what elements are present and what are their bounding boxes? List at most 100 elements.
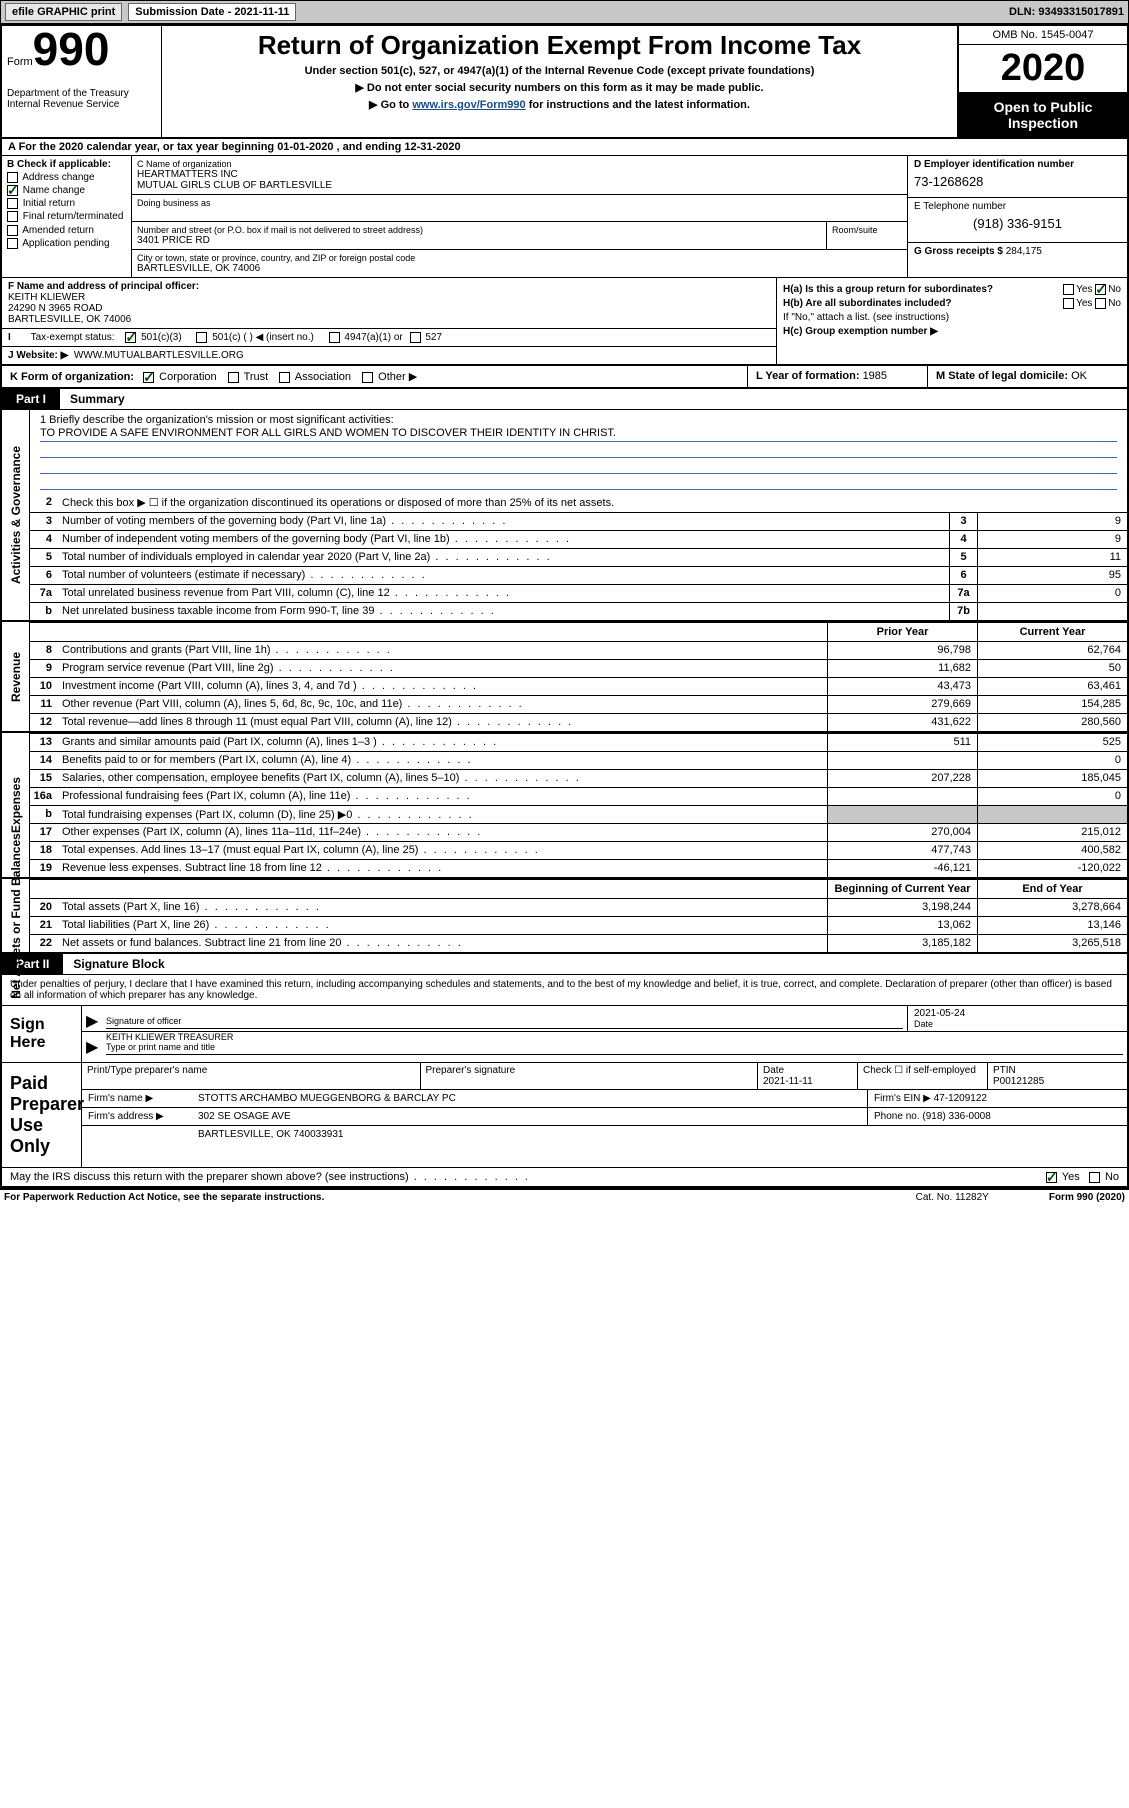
ssn-warning: ▶ Do not enter social security numbers o… — [172, 81, 947, 94]
org-name-label: C Name of organization — [137, 159, 902, 169]
goto-prefix: ▶ Go to — [369, 99, 412, 111]
firm-name: STOTTS ARCHAMBO MUEGGENBORG & BARCLAY PC — [192, 1090, 867, 1107]
paperwork-notice: For Paperwork Reduction Act Notice, see … — [4, 1192, 324, 1203]
discuss-row: May the IRS discuss this return with the… — [2, 1168, 1127, 1188]
chk-address: Address change — [22, 172, 94, 183]
data-row: 17Other expenses (Part IX, column (A), l… — [30, 823, 1127, 841]
phone-value: (918) 336-9151 — [914, 212, 1121, 235]
website-value: WWW.MUTUALBARTLESVILLE.ORG — [74, 350, 244, 361]
ha-yes: Yes — [1076, 284, 1092, 295]
form990-link[interactable]: www.irs.gov/Form990 — [412, 99, 525, 111]
tax-period: A For the 2020 calendar year, or tax yea… — [2, 139, 1127, 156]
website-label: J Website: ▶ — [8, 350, 68, 361]
data-row: 16aProfessional fundraising fees (Part I… — [30, 787, 1127, 805]
ptin-label: PTIN — [993, 1065, 1016, 1076]
data-row: 21Total liabilities (Part X, line 26)13,… — [30, 916, 1127, 934]
form-label: Form — [7, 56, 33, 68]
form-org-row: K Form of organization: Corporation Trus… — [2, 366, 1127, 389]
street-address: 3401 PRICE RD — [137, 235, 821, 246]
efile-print-button[interactable]: efile GRAPHIC print — [5, 3, 122, 21]
open-public-badge: Open to Public Inspection — [959, 93, 1127, 137]
prep-sig-label: Preparer's signature — [420, 1063, 758, 1090]
top-toolbar: efile GRAPHIC print Submission Date - 20… — [0, 0, 1129, 24]
data-row: 12Total revenue—add lines 8 through 11 (… — [30, 713, 1127, 731]
part1-title: Summary — [60, 392, 125, 406]
ein-label: D Employer identification number — [914, 159, 1074, 170]
prior-year-header: Prior Year — [827, 623, 977, 641]
form-subtitle: Under section 501(c), 527, or 4947(a)(1)… — [172, 65, 947, 77]
firm-name-label: Firm's name ▶ — [82, 1090, 192, 1107]
hb-note: If "No," attach a list. (see instruction… — [783, 312, 1121, 323]
hc-label: H(c) Group exemption number ▶ — [783, 326, 938, 337]
te-501c3: 501(c)(3) — [141, 332, 182, 343]
sig-date-value: 2021-05-24 — [914, 1008, 1121, 1019]
gov-row: 4Number of independent voting members of… — [30, 530, 1127, 548]
paid-preparer-label: Paid Preparer Use Only — [2, 1063, 82, 1167]
data-row: 8Contributions and grants (Part VIII, li… — [30, 641, 1127, 659]
street-label: Number and street (or P.O. box if mail i… — [137, 225, 821, 235]
data-row: 19Revenue less expenses. Subtract line 1… — [30, 859, 1127, 877]
hb-yes: Yes — [1076, 298, 1092, 309]
chk-amended: Amended return — [22, 225, 94, 236]
m-label: M State of legal domicile: — [936, 370, 1071, 382]
cat-no: Cat. No. 11282Y — [916, 1192, 989, 1203]
k-trust: Trust — [244, 371, 269, 383]
type-print-label: Type or print name and title — [106, 1042, 1123, 1052]
k-corp: Corporation — [159, 371, 216, 383]
dln-number: DLN: 93493315017891 — [1009, 6, 1124, 18]
sig-perjury: Under penalties of perjury, I declare th… — [2, 975, 1127, 1006]
chk-name-change: Name change — [23, 185, 85, 196]
officer-group-row: F Name and address of principal officer:… — [2, 278, 1127, 366]
data-row: 11Other revenue (Part VIII, column (A), … — [30, 695, 1127, 713]
k-assoc: Association — [295, 371, 351, 383]
gross-label: G Gross receipts $ — [914, 246, 1006, 257]
data-row: 22Net assets or fund balances. Subtract … — [30, 934, 1127, 952]
l-value: 1985 — [863, 370, 887, 382]
hb-no: No — [1108, 298, 1121, 309]
firm-addr: 302 SE OSAGE AVE — [192, 1108, 867, 1125]
chk-final: Final return/terminated — [23, 212, 124, 223]
dept-treasury: Department of the Treasury — [7, 88, 156, 99]
line2-text: Check this box ▶ ☐ if the organization d… — [58, 494, 1127, 512]
form-title: Return of Organization Exempt From Incom… — [172, 30, 947, 61]
prep-selfemp: Check ☐ if self-employed — [857, 1063, 987, 1090]
gross-value: 284,175 — [1006, 246, 1042, 257]
gov-row: 5Total number of individuals employed in… — [30, 548, 1127, 566]
phone-label: E Telephone number — [914, 201, 1121, 212]
discuss-q: May the IRS discuss this return with the… — [10, 1171, 409, 1183]
ptin-value: P00121285 — [993, 1076, 1044, 1087]
gov-row: bNet unrelated business taxable income f… — [30, 602, 1127, 620]
section-b-label: B Check if applicable: — [7, 159, 111, 170]
form-ref: Form 990 (2020) — [1049, 1192, 1125, 1203]
city-label: City or town, state or province, country… — [137, 253, 902, 263]
data-row: 10Investment income (Part VIII, column (… — [30, 677, 1127, 695]
chk-initial: Initial return — [23, 198, 75, 209]
prep-date-value: 2021-11-11 — [763, 1076, 813, 1087]
l-label: L Year of formation: — [756, 370, 863, 382]
tax-exempt-label: Tax-exempt status: — [31, 332, 115, 343]
officer-addr1: 24290 N 3965 ROAD — [8, 303, 103, 314]
data-row: 13Grants and similar amounts paid (Part … — [30, 733, 1127, 751]
gov-row: 6Total number of volunteers (estimate if… — [30, 566, 1127, 584]
dba-label: Doing business as — [137, 198, 902, 208]
te-4947: 4947(a)(1) or — [344, 332, 402, 343]
data-row: bTotal fundraising expenses (Part IX, co… — [30, 805, 1127, 823]
discuss-no: No — [1105, 1171, 1119, 1183]
data-row: 18Total expenses. Add lines 13–17 (must … — [30, 841, 1127, 859]
officer-sig-label: Signature of officer — [106, 1016, 181, 1026]
ha-no: No — [1108, 284, 1121, 295]
ha-label: H(a) Is this a group return for subordin… — [783, 284, 993, 295]
officer-name: KEITH KLIEWER — [8, 292, 85, 303]
k-other: Other ▶ — [378, 371, 417, 383]
end-year-header: End of Year — [977, 880, 1127, 898]
sign-here-label: Sign Here — [2, 1006, 82, 1062]
form-header: Form990 Department of the Treasury Inter… — [2, 26, 1127, 139]
data-row: 9Program service revenue (Part VIII, lin… — [30, 659, 1127, 677]
officer-printed-name: KEITH KLIEWER TREASURER — [106, 1032, 1123, 1042]
mission-text: TO PROVIDE A SAFE ENVIRONMENT FOR ALL GI… — [40, 426, 1117, 442]
data-row: 20Total assets (Part X, line 16)3,198,24… — [30, 898, 1127, 916]
firm-ein-label: Firm's EIN ▶ — [874, 1093, 931, 1104]
k-label: K Form of organization: — [10, 371, 134, 383]
org-info-row: B Check if applicable: Address change Na… — [2, 156, 1127, 278]
ein-value: 73-1268628 — [914, 170, 1121, 193]
